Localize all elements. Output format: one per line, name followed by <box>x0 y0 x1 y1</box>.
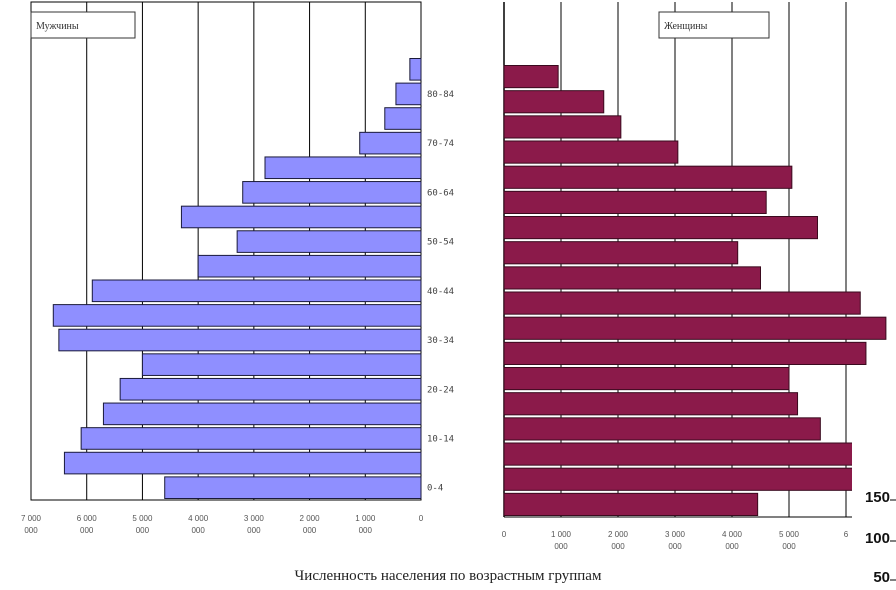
side-number-150: 150 <box>864 489 890 506</box>
female-chart-panel: Женщины 0 1 000 000 2 000 000 3 000 000 4 000 000… <box>502 2 896 590</box>
male-x-tick-label: 6 000 000 <box>77 514 98 535</box>
age-group-label: 20-24 <box>427 385 454 395</box>
female-x-tick-label: 0 <box>502 530 507 539</box>
age-group-label: 80-84 <box>427 90 454 100</box>
female-bar <box>503 417 821 441</box>
male-bar <box>359 131 422 155</box>
male-x-tick-label: 4 000 000 <box>188 514 209 535</box>
male-bar <box>119 377 422 401</box>
male-bar <box>102 402 422 426</box>
female-bar <box>503 492 759 517</box>
female-bar <box>503 442 856 466</box>
female-bar <box>503 392 799 416</box>
age-group-label: 60-64 <box>427 188 454 198</box>
age-group-label: 50-54 <box>427 238 454 248</box>
female-legend-box <box>658 11 770 39</box>
male-bar <box>384 107 422 130</box>
female-bar <box>503 241 739 265</box>
female-x-tick-label: 4 000 000 <box>722 530 743 551</box>
male-x-tick-label: 0 <box>419 514 424 523</box>
male-bar <box>58 328 422 352</box>
overlay-patch <box>852 424 896 590</box>
female-bar <box>503 467 864 491</box>
male-bar <box>141 353 422 376</box>
male-legend-box <box>30 11 136 39</box>
age-group-label: 30-34 <box>427 336 454 346</box>
male-x-tick-label: 5 000 000 <box>132 514 153 535</box>
side-number-50: 50 <box>873 569 890 586</box>
side-number-100: 100 <box>864 530 890 547</box>
female-bar <box>503 216 818 240</box>
male-bar <box>91 279 422 303</box>
male-bar <box>236 230 422 253</box>
male-bar <box>242 181 422 204</box>
female-bar <box>503 65 559 89</box>
male-x-tick-label: 7 000 000 <box>21 514 42 535</box>
female-x-tick-label: 5 000 000 <box>779 530 800 551</box>
female-bar <box>503 115 622 139</box>
male-x-tick-label: 3 000 000 <box>244 514 265 535</box>
male-bar <box>52 304 422 327</box>
chart-caption: Численность населения по возрастным груп… <box>294 568 602 584</box>
age-group-label: 10-14 <box>427 434 454 444</box>
male-x-tick-label: 1 000 000 <box>355 514 376 535</box>
male-bar <box>395 82 422 106</box>
male-bar <box>63 451 422 475</box>
age-group-label: 70-74 <box>427 139 454 149</box>
male-bar <box>180 205 422 229</box>
female-bar <box>503 341 867 366</box>
male-bar <box>164 476 422 499</box>
male-x-tick-label: 2 000 000 <box>300 514 321 535</box>
female-bar <box>503 90 605 114</box>
age-group-label: 40-44 <box>427 287 454 297</box>
female-x-tick-label: 1 000 000 <box>551 530 572 551</box>
female-bar <box>503 291 861 315</box>
female-bar <box>503 316 887 340</box>
female-legend-label: Женщины <box>664 21 708 32</box>
male-bar <box>264 156 422 180</box>
male-bar <box>197 254 422 278</box>
female-x-tick-label: 6 <box>844 530 849 539</box>
female-bar <box>503 367 790 391</box>
female-x-tick-label: 3 000 000 <box>665 530 686 551</box>
male-legend-label: Мужчины <box>36 21 79 32</box>
female-x-tick-label: 2 000 000 <box>608 530 629 551</box>
female-bar <box>503 140 679 164</box>
female-bar <box>503 165 793 189</box>
male-bar <box>409 58 422 81</box>
male-bar <box>80 427 422 450</box>
age-group-label: 0-4 <box>427 484 443 494</box>
male-chart-panel: Мужчины 7 000 000 6 000 000 5 000 000 4 000 000 3… <box>21 1 454 535</box>
female-bar <box>503 190 767 214</box>
female-bar <box>503 266 761 290</box>
